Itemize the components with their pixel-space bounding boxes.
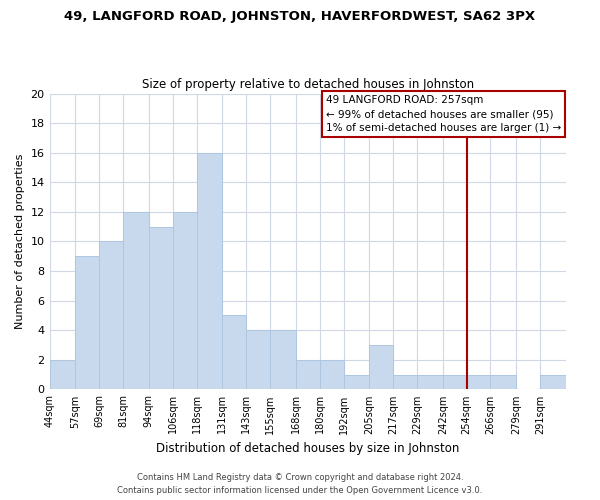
Y-axis label: Number of detached properties: Number of detached properties [15,154,25,329]
Bar [320,360,344,390]
Bar [540,374,566,390]
Bar [443,374,467,390]
Bar [99,242,123,390]
Bar [223,316,246,390]
Text: 49, LANGFORD ROAD, JOHNSTON, HAVERFORDWEST, SA62 3PX: 49, LANGFORD ROAD, JOHNSTON, HAVERFORDWE… [64,10,536,23]
Text: 49 LANGFORD ROAD: 257sqm
← 99% of detached houses are smaller (95)
1% of semi-de: 49 LANGFORD ROAD: 257sqm ← 99% of detach… [326,95,561,133]
Text: Contains HM Land Registry data © Crown copyright and database right 2024.
Contai: Contains HM Land Registry data © Crown c… [118,474,482,495]
Bar [417,374,443,390]
Bar [393,374,417,390]
Bar [296,360,320,390]
Bar [370,345,393,390]
X-axis label: Distribution of detached houses by size in Johnston: Distribution of detached houses by size … [156,442,460,455]
Bar [197,152,223,390]
Bar [344,374,370,390]
Bar [76,256,99,390]
Title: Size of property relative to detached houses in Johnston: Size of property relative to detached ho… [142,78,474,91]
Bar [246,330,270,390]
Bar [270,330,296,390]
Bar [123,212,149,390]
Bar [173,212,197,390]
Bar [149,226,173,390]
Bar [490,374,517,390]
Bar [50,360,76,390]
Bar [467,374,490,390]
